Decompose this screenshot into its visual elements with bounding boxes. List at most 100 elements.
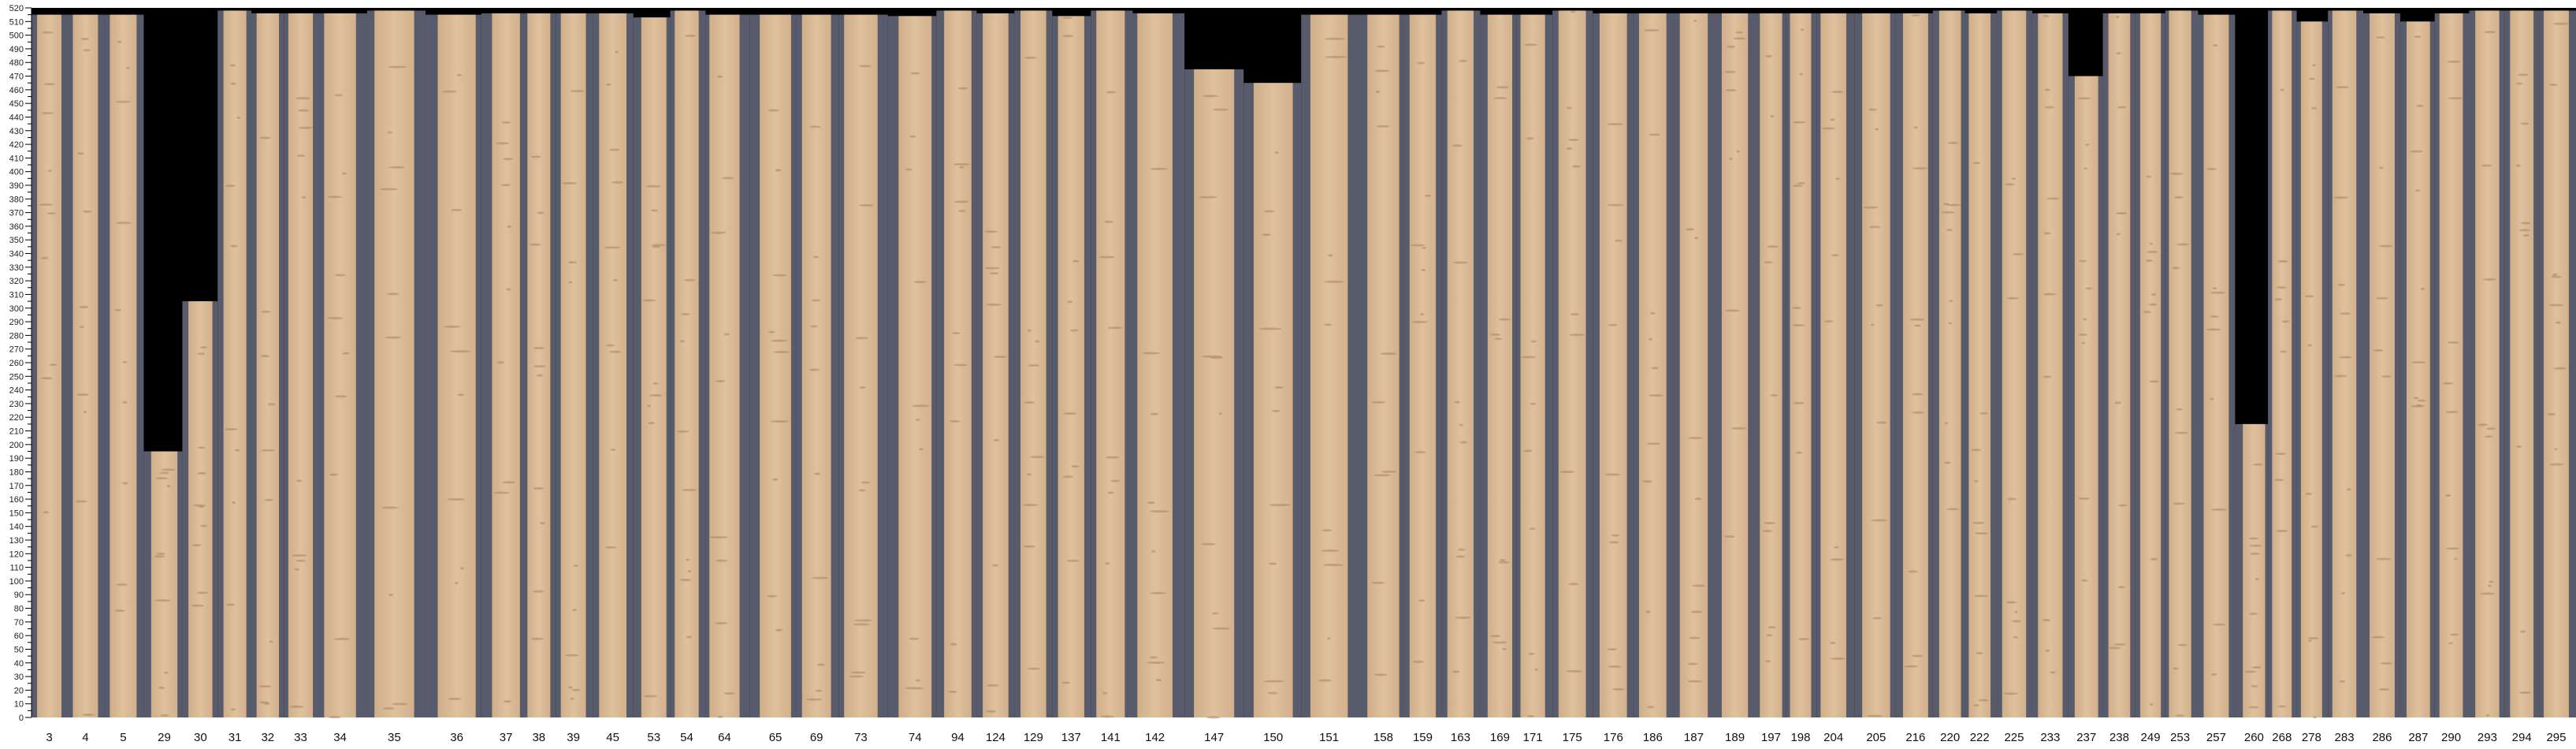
wood-knot	[1417, 61, 1426, 65]
wood-knot	[767, 594, 778, 598]
wood-knot	[459, 567, 464, 570]
wood-knot	[810, 325, 818, 328]
y-tick-label: 60	[14, 632, 24, 641]
board-bar-238	[2108, 13, 2131, 717]
x-tick-label: 150	[1263, 731, 1283, 744]
wood-knot	[1502, 647, 1507, 650]
wood-knot	[1974, 594, 1988, 598]
wood-knot	[493, 491, 510, 494]
wood-knot	[2169, 172, 2184, 175]
wood-knot	[444, 325, 461, 328]
board-bar-35	[374, 10, 414, 717]
wood-knot	[1150, 591, 1166, 594]
wood-knot	[539, 522, 545, 525]
wood-knot	[1800, 28, 1805, 32]
x-tick-label: 151	[1319, 731, 1339, 744]
wood-knot	[2482, 278, 2496, 281]
wood-knot	[2486, 427, 2496, 430]
wood-knot	[2011, 177, 2017, 181]
y-tick-label: 420	[9, 140, 24, 150]
board-bar-295	[2544, 10, 2569, 717]
wood-knot	[716, 75, 723, 78]
wood-knot	[267, 403, 277, 406]
board-bar-5	[110, 14, 137, 717]
wood-knot	[2413, 397, 2419, 400]
wood-knot	[496, 361, 505, 364]
wood-knot	[2311, 106, 2318, 110]
wood-knot	[154, 599, 171, 602]
x-tick-label: 38	[532, 731, 545, 744]
wood-knot	[536, 374, 544, 377]
wood-knot	[2116, 233, 2121, 236]
wood-knot	[454, 582, 459, 585]
wood-knot	[2117, 106, 2127, 109]
wood-knot	[1376, 125, 1390, 128]
wood-knot	[2177, 643, 2188, 647]
wood-knot	[1023, 545, 1035, 548]
wood-knot	[1258, 327, 1282, 330]
wood-knot	[1693, 19, 1697, 22]
x-tick-label: 65	[769, 731, 782, 744]
wood-knot	[1028, 363, 1040, 367]
wood-knot	[2376, 296, 2388, 300]
wood-knot	[2116, 52, 2121, 55]
board-bar-129	[1020, 10, 1046, 717]
wood-knot	[1318, 679, 1333, 682]
wood-knot	[2450, 633, 2459, 636]
wood-knot	[1831, 254, 1839, 257]
board-bar-150	[1253, 83, 1293, 717]
wood-knot	[1459, 423, 1463, 427]
wood-knot	[604, 246, 621, 249]
wood-knot	[808, 368, 820, 371]
wood-knot	[1911, 13, 1920, 17]
wood-knot	[717, 715, 723, 718]
wood-knot	[768, 330, 775, 334]
x-tick-label: 4	[82, 731, 88, 744]
y-tick-label: 350	[9, 236, 24, 245]
wood-knot	[1024, 401, 1035, 404]
wood-knot	[2003, 692, 2019, 695]
wood-knot	[2006, 601, 2017, 604]
wood-knot	[1724, 535, 1735, 538]
wood-knot	[1944, 461, 1951, 464]
wood-knot	[1821, 127, 1835, 130]
wood-knot	[722, 177, 734, 180]
wood-knot	[261, 449, 276, 452]
wood-knot	[301, 196, 307, 199]
wood-knot	[1765, 54, 1773, 58]
wood-knot	[1262, 233, 1271, 237]
wood-knot	[1072, 259, 1080, 263]
wood-knot	[605, 83, 611, 86]
board-bar-73	[844, 14, 878, 717]
wood-knot	[905, 687, 924, 690]
wood-knot	[2378, 688, 2390, 691]
wood-knot	[296, 559, 306, 562]
wood-knot	[392, 702, 408, 706]
x-tick-label: 253	[2170, 731, 2190, 744]
wood-knot	[126, 66, 130, 69]
x-tick-label: 290	[2441, 731, 2461, 744]
wood-knot	[1733, 37, 1746, 40]
wood-knot	[198, 505, 204, 509]
wood-knot	[681, 312, 690, 315]
y-tick-label: 340	[9, 250, 24, 259]
wood-knot	[2371, 635, 2385, 639]
wood-knot	[1411, 320, 1428, 323]
wood-knot	[861, 481, 871, 484]
wood-knot	[1414, 451, 1426, 454]
board-bar-225	[2002, 10, 2027, 717]
wood-knot	[1764, 660, 1771, 663]
wood-knot	[814, 472, 821, 475]
board-bar-147	[1194, 69, 1235, 717]
wood-knot	[2117, 504, 2128, 507]
wood-knot	[1730, 427, 1747, 430]
wood-knot	[1649, 337, 1653, 341]
wood-knot	[912, 404, 930, 408]
wood-knot	[2347, 488, 2351, 491]
x-tick-label: 29	[158, 731, 171, 744]
x-tick-label: 268	[2272, 731, 2292, 744]
x-tick-label: 294	[2512, 731, 2532, 744]
board-bar-137	[1058, 16, 1084, 717]
wood-knot	[772, 478, 779, 481]
wood-knot	[1973, 479, 1979, 483]
